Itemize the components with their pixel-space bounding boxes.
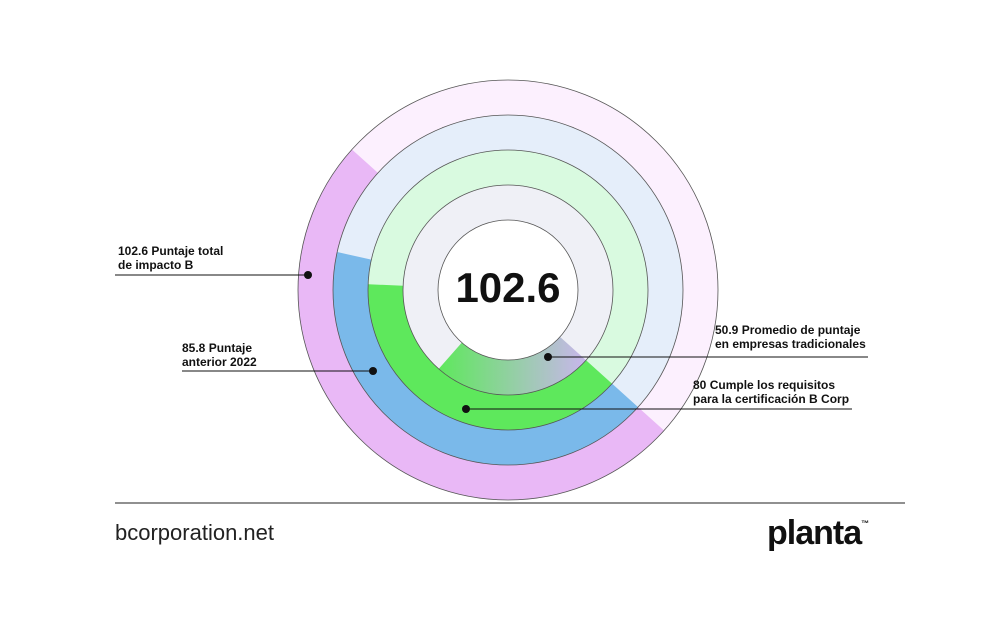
callout-dot	[369, 367, 377, 375]
callout-name: Cumple los requisitos para la certificac…	[693, 378, 850, 406]
callout-label: 50.9 Promedio de puntaje en empresas tra…	[715, 323, 866, 351]
callout-label: 80 Cumple los requisitos para la certifi…	[693, 378, 849, 406]
source: bcorporation.net	[115, 520, 274, 545]
callout-dot	[462, 405, 470, 413]
callout-dot	[544, 353, 552, 361]
brand-mark: ™	[861, 519, 870, 528]
callout-value: 50.9	[715, 323, 739, 337]
ring-bar	[438, 336, 587, 396]
ring-bar	[333, 252, 639, 466]
ring-outline	[402, 184, 614, 396]
callout-value: 102.6	[118, 244, 149, 258]
ring-bar	[368, 284, 613, 431]
callout-value: 80	[693, 378, 707, 392]
ring-outline	[437, 219, 579, 361]
ring-bar	[298, 149, 665, 500]
callout-label: 85.8 Puntaje anterior 2022	[182, 341, 257, 369]
ring-outline	[332, 114, 684, 466]
callout-label: 102.6 Puntaje total de impacto B	[118, 244, 223, 272]
callout-dot	[304, 271, 312, 279]
center-value: 102.6	[455, 264, 560, 311]
ring-outline	[367, 149, 649, 431]
callout-value: 85.8	[182, 341, 206, 355]
callout-name: Puntaje anterior 2022	[182, 341, 257, 369]
callout-name: Puntaje total de impacto B	[118, 244, 224, 272]
ring-outline	[297, 79, 719, 501]
callout-name: Promedio de puntaje en empresas tradicio…	[715, 323, 866, 351]
brand-name: planta	[767, 514, 862, 552]
brand-logo: planta™	[767, 514, 869, 553]
